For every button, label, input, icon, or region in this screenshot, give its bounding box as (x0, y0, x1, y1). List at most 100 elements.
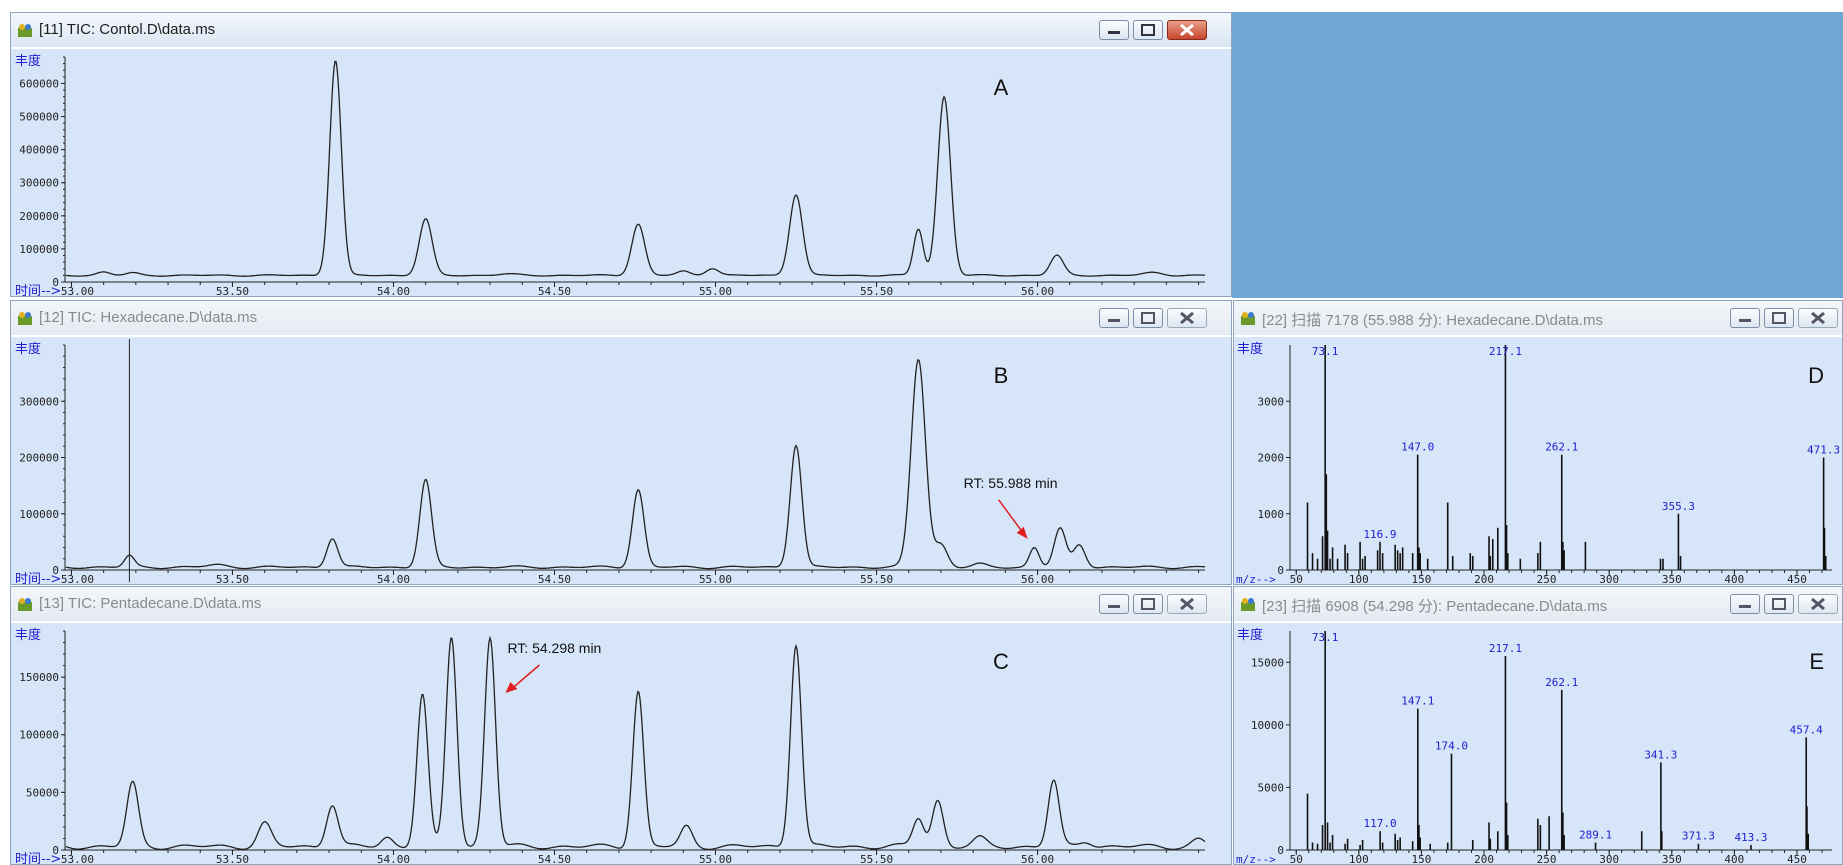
x-tick-label: 50 (1290, 573, 1303, 584)
maximize-button[interactable] (1764, 308, 1794, 328)
peak-label: 371.3 (1682, 830, 1715, 843)
y-axis-label: 丰度 (1237, 341, 1263, 357)
title-bar[interactable]: [13] TIC: Pentadecane.D\data.ms (11, 587, 1231, 621)
title-bar[interactable]: [23] 扫描 6908 (54.298 分): Pentadecane.D\d… (1234, 587, 1842, 621)
maximize-button[interactable] (1133, 20, 1163, 40)
panel-letter: B (994, 363, 1009, 388)
chromatogram-window-hexadecane[interactable]: [12] TIC: Hexadecane.D\data.ms 0 100000 20… (10, 300, 1232, 585)
minimize-button[interactable] (1099, 594, 1129, 614)
x-tick-label: 450 (1787, 573, 1807, 584)
minimize-button[interactable] (1099, 20, 1129, 40)
plot-background (11, 623, 1231, 864)
peak-label: 471.3 (1807, 444, 1840, 457)
y-axis-label: 丰度 (1237, 627, 1263, 643)
x-tick-label: 200 (1474, 853, 1494, 864)
x-tick-label: 50 (1290, 853, 1303, 864)
panel-letter: A (994, 75, 1009, 100)
app-icon (17, 22, 33, 38)
maximize-button[interactable] (1764, 594, 1794, 614)
y-axis-label: 丰度 (15, 341, 41, 357)
title-bar[interactable]: [22] 扫描 7178 (55.988 分): Hexadecane.D\da… (1234, 301, 1842, 335)
y-axis-label: 丰度 (15, 627, 41, 643)
x-tick-label: 300 (1599, 853, 1619, 864)
chromatogram-plot-a: 0 100000 200000 300000 400000 500000 600000 53.… (11, 49, 1231, 296)
window-title: [12] TIC: Hexadecane.D\data.ms (39, 309, 258, 326)
minimize-button[interactable] (1730, 308, 1760, 328)
plot-background (11, 49, 1231, 296)
desktop-background (1232, 12, 1843, 298)
x-tick-label: 53.50 (216, 853, 249, 864)
x-tick-label: 54.00 (377, 573, 410, 584)
x-tick-label: 150 (1411, 573, 1431, 584)
panel-letter: E (1809, 649, 1824, 674)
rt-arrowhead (1016, 526, 1028, 539)
title-bar[interactable]: [11] TIC: Contol.D\data.ms (11, 13, 1231, 47)
close-button[interactable] (1167, 20, 1207, 40)
chromatogram-plot-c: 0 50000 100000 150000 53.50 54.00 54.50 55.00 55… (11, 623, 1231, 864)
app-icon (1240, 310, 1256, 326)
rt-annotation: RT: 54.298 min (507, 640, 601, 656)
chart-canvas-d: 0 1000 2000 3000 50 100 150 200 250 300 350 400 450 丰… (1234, 337, 1842, 584)
y-tick-label: 0 (52, 564, 59, 577)
y-tick-label: 50000 (26, 786, 59, 799)
peak-label: 117.0 (1364, 817, 1397, 830)
peak-label: 341.3 (1644, 748, 1677, 761)
x-tick-label: 450 (1787, 853, 1807, 864)
y-tick-label: 0 (52, 844, 59, 857)
x-tick-label: 250 (1537, 853, 1557, 864)
y-tick-label: 200000 (19, 452, 59, 465)
y-tick-label: 0 (1277, 564, 1284, 577)
y-tick-label: 100000 (19, 729, 59, 742)
close-button[interactable] (1798, 594, 1838, 614)
y-tick-label: 100000 (19, 508, 59, 521)
window-title: [23] 扫描 6908 (54.298 分): Pentadecane.D\d… (1262, 598, 1608, 615)
y-tick-label: 150000 (19, 671, 59, 684)
x-tick-label: 150 (1411, 853, 1431, 864)
x-tick-label: 100 (1349, 853, 1369, 864)
spectrum-window-pentadecane[interactable]: [23] 扫描 6908 (54.298 分): Pentadecane.D\d… (1233, 586, 1843, 865)
x-tick-label: 53.00 (61, 853, 94, 864)
x-tick-label: 55.00 (699, 573, 732, 584)
chromatogram-window-control[interactable]: [11] TIC: Contol.D\data.ms 0 100000 200000… (10, 12, 1232, 297)
peak-label: 73.1 (1312, 345, 1339, 358)
spectrum-window-hexadecane[interactable]: [22] 扫描 7178 (55.988 分): Hexadecane.D\da… (1233, 300, 1843, 585)
x-tick-label: 55.50 (860, 853, 893, 864)
x-tick-label: 55.00 (699, 285, 732, 296)
chromatogram-window-pentadecane[interactable]: [13] TIC: Pentadecane.D\data.ms 0 50000 10… (10, 586, 1232, 865)
x-tick-label: 56.00 (1021, 573, 1054, 584)
x-tick-label: 400 (1724, 853, 1744, 864)
spectrum-plot-e: 0 5000 10000 15000 50 100 150 200 250 300 350 400 45… (1234, 623, 1842, 864)
x-tick-label: 200 (1474, 573, 1494, 584)
x-tick-label: 53.50 (216, 285, 249, 296)
x-tick-label: 55.50 (860, 285, 893, 296)
x-tick-label: 56.00 (1021, 853, 1054, 864)
y-axis-label: 丰度 (15, 53, 41, 69)
x-tick-label: 54.50 (538, 853, 571, 864)
x-tick-label: 55.50 (860, 573, 893, 584)
x-axis-label: m/z--> (1236, 853, 1276, 864)
peak-label: 147.1 (1401, 695, 1434, 708)
x-tick-label: 250 (1537, 573, 1557, 584)
minimize-button[interactable] (1099, 308, 1129, 328)
title-bar[interactable]: [12] TIC: Hexadecane.D\data.ms (11, 301, 1231, 335)
y-tick-label: 0 (52, 276, 59, 289)
close-button[interactable] (1798, 308, 1838, 328)
rt-arrow (998, 499, 1025, 535)
peak-label: 73.1 (1312, 631, 1339, 644)
close-button[interactable] (1167, 308, 1207, 328)
peak-label: 116.9 (1363, 528, 1396, 541)
maximize-button[interactable] (1133, 308, 1163, 328)
y-tick-label: 300000 (19, 177, 59, 190)
chart-canvas-b: 0 100000 200000 300000 53.50 54.00 54.50 55.00 5… (11, 337, 1231, 584)
y-tick-label: 2000 (1258, 452, 1285, 465)
close-button[interactable] (1167, 594, 1207, 614)
y-tick-label: 3000 (1258, 395, 1285, 408)
y-tick-label: 1000 (1258, 508, 1285, 521)
window-title: [22] 扫描 7178 (55.988 分): Hexadecane.D\da… (1262, 312, 1604, 329)
maximize-button[interactable] (1133, 594, 1163, 614)
x-axis-label: m/z--> (1236, 573, 1276, 584)
x-tick-label: 54.50 (538, 573, 571, 584)
chart-canvas-c: 0 50000 100000 150000 53.50 54.00 54.50 55.00 55… (11, 623, 1231, 864)
minimize-button[interactable] (1730, 594, 1760, 614)
spectrum-plot-d: 0 1000 2000 3000 50 100 150 200 250 300 350 400 450 丰… (1234, 337, 1842, 584)
